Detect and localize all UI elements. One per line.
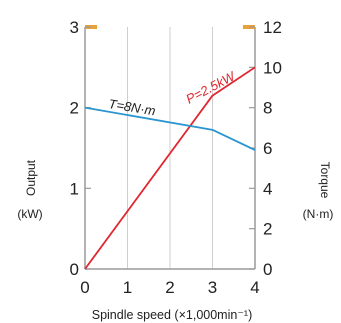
x-tick-label-2: 2 (165, 278, 174, 297)
right-tick-label-8: 8 (263, 99, 272, 118)
x-tick-label-3: 3 (208, 278, 217, 297)
right-tick-label-10: 10 (263, 58, 282, 77)
left-tick-label-1: 1 (70, 179, 79, 198)
left-tick-label-0: 0 (70, 260, 79, 279)
power-series-label: P=2.5kW (183, 68, 238, 107)
right-tick-label-2: 2 (263, 220, 272, 239)
x-tick-label-0: 0 (80, 278, 89, 297)
grid (127, 27, 213, 269)
series-group (84, 66, 256, 270)
series-line-0 (84, 66, 256, 270)
right-tick-label-12: 12 (263, 18, 282, 37)
right-tick-label-0: 0 (263, 260, 272, 279)
x-tick-label-1: 1 (123, 278, 132, 297)
torque-series-label: T=8N·m (108, 96, 157, 118)
left-tick-label-2: 2 (70, 99, 79, 118)
right-axis-title-line2: (N·m) (303, 207, 334, 221)
x-axis-title: Spindle speed (×1,000min⁻¹) (92, 308, 253, 322)
left-tick-label-3: 3 (70, 18, 79, 37)
right-axis-title-line1: Torque (318, 162, 332, 199)
left-axis-title-line2: (kW) (17, 207, 42, 221)
right-tick-label-6: 6 (263, 139, 272, 158)
x-tick-label-4: 4 (250, 278, 259, 297)
left-axis-title-line1: Output (24, 159, 38, 196)
series-line-1 (84, 106, 256, 151)
right-tick-label-4: 4 (263, 179, 272, 198)
